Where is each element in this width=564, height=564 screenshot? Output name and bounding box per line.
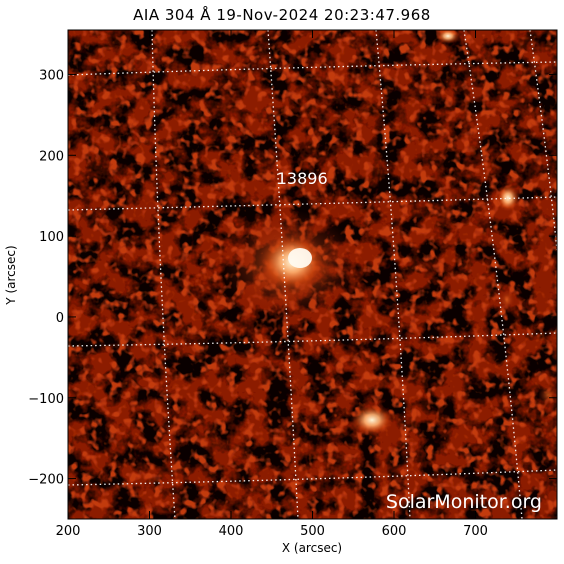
solar-image	[68, 30, 557, 519]
y-tick-label: −100	[28, 392, 64, 407]
x-tick-label: 500	[300, 524, 325, 539]
coordinate-grid	[68, 30, 557, 519]
y-tick-label: 100	[39, 230, 64, 245]
x-axis-label: X (arcsec)	[282, 541, 342, 555]
bright-patch	[350, 404, 394, 436]
plot-title: AIA 304 Å 19-Nov-2024 20:23:47.968	[133, 6, 431, 24]
y-tick-label: 0	[56, 311, 64, 326]
x-tick-label: 300	[137, 524, 162, 539]
active-region-label: 13896	[277, 169, 328, 188]
bright-patch	[496, 184, 520, 212]
x-tick-label: 600	[382, 524, 407, 539]
y-tick-label: −200	[28, 473, 64, 488]
x-tick-label: 200	[56, 524, 81, 539]
x-tick-label: 700	[463, 524, 488, 539]
watermark: SolarMonitor.org	[386, 491, 542, 513]
x-tick-label: 400	[219, 524, 244, 539]
y-tick-label: 300	[39, 68, 64, 83]
x-axis: 200 300 400 500 600 700	[56, 30, 488, 539]
y-tick-label: 200	[39, 149, 64, 164]
y-axis-label: Y (arcsec)	[4, 245, 18, 305]
y-axis: 300 200 100 0 −100 −200	[28, 68, 557, 488]
